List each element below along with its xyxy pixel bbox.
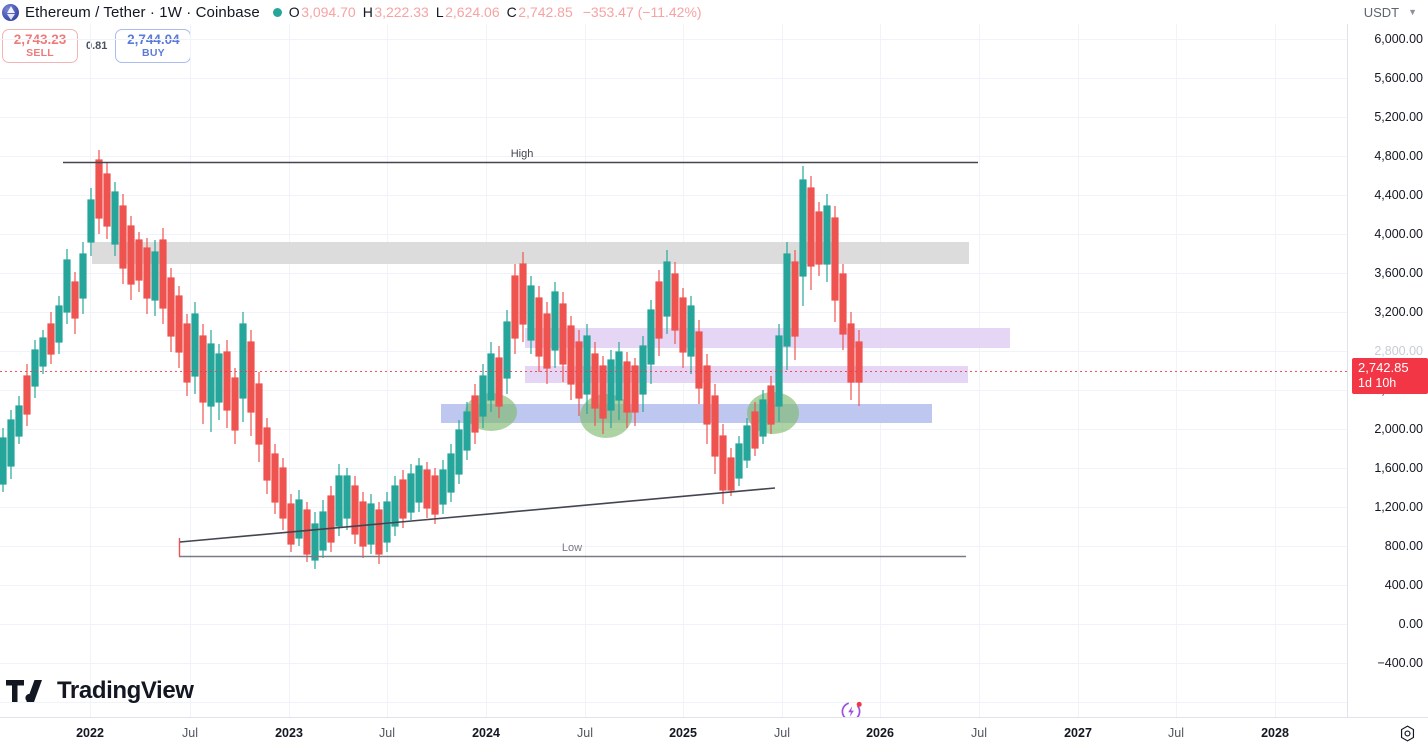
price-tick: 6,000.00 [1374, 32, 1423, 46]
price-axis-divider [1347, 24, 1348, 717]
price-tick: 3,600.00 [1374, 266, 1423, 280]
time-tick: 2027 [1064, 726, 1092, 740]
price-tick: 1,600.00 [1374, 461, 1423, 475]
currency-selector[interactable]: USDT ▼ [1354, 3, 1424, 22]
time-tick: 2024 [472, 726, 500, 740]
current-price-value: 2,742.85 [1358, 360, 1409, 375]
chart-legend: Ethereum / Tether · 1W · Coinbase O 3,09… [0, 0, 702, 24]
bar-countdown: 1d 10h [1358, 375, 1397, 390]
time-tick: 2022 [76, 726, 104, 740]
ohlc-high-key: H [362, 4, 373, 20]
ohlc-open-key: O [288, 4, 300, 20]
ohlc-open-value: 3,094.70 [301, 4, 356, 20]
price-tick: 400.00 [1384, 578, 1423, 592]
price-tick: −400.00 [1377, 656, 1423, 670]
high-level-label: High [510, 148, 534, 160]
symbol-title[interactable]: Ethereum / Tether · 1W · Coinbase [25, 3, 260, 21]
ohlc-low-key: L [435, 4, 444, 20]
blue-demand-zone[interactable] [441, 404, 932, 423]
ohlc-high-value: 3,222.33 [374, 4, 429, 20]
time-tick: Jul [774, 726, 790, 740]
price-tick: 800.00 [1384, 539, 1423, 553]
currency-label: USDT [1363, 5, 1400, 20]
tradingview-logo-mark [6, 680, 42, 702]
price-tick: 2,000.00 [1374, 422, 1423, 436]
tradingview-logo-text: TradingView [57, 677, 194, 704]
sell-label: SELL [26, 46, 54, 59]
price-tick: 5,200.00 [1374, 110, 1423, 124]
price-tick: 2,800.00 [1374, 344, 1423, 358]
time-axis[interactable]: 2022 Jul 2023 Jul 2024 Jul 2025 Jul 2026… [0, 717, 1428, 751]
chart-pane[interactable]: High Low [0, 24, 1348, 717]
spread-value: 0.81 [86, 40, 108, 52]
time-tick: Jul [971, 726, 987, 740]
price-tick: 1,200.00 [1374, 500, 1423, 514]
time-tick: 2023 [275, 726, 303, 740]
price-tick: 3,200.00 [1374, 305, 1423, 319]
low-level-label: Low [561, 542, 583, 554]
time-tick: 2025 [669, 726, 697, 740]
candlestick-plot [0, 24, 1348, 717]
ohlc-values: O 3,094.70 H 3,222.33 L 2,624.06 C 2,742… [289, 4, 702, 20]
price-tick: 0.00 [1398, 617, 1423, 631]
candle-series [0, 150, 863, 569]
market-status-dot [272, 7, 282, 17]
grey-supply-zone[interactable] [92, 242, 969, 264]
price-axis[interactable]: 6,000.00 5,600.00 5,200.00 4,800.00 4,40… [1348, 24, 1428, 717]
buy-label: BUY [142, 46, 165, 59]
time-tick: 2026 [866, 726, 894, 740]
upper-purple-zone[interactable] [525, 328, 1010, 348]
clock-settings-icon[interactable] [1399, 725, 1416, 742]
ethereum-icon [2, 4, 19, 21]
price-tick: 4,800.00 [1374, 149, 1423, 163]
ascending-trendline[interactable] [179, 487, 776, 543]
ohlc-close-value: 2,742.85 [518, 4, 573, 20]
tradingview-watermark: TradingView [6, 677, 194, 705]
ohlc-close-key: C [506, 4, 517, 20]
price-tick: 4,400.00 [1374, 188, 1423, 202]
price-tick: 4,000.00 [1374, 227, 1423, 241]
current-price-badge[interactable]: 2,742.85 1d 10h [1352, 358, 1428, 394]
chevron-down-icon: ▼ [1408, 6, 1417, 17]
price-tick: 5,600.00 [1374, 71, 1423, 85]
time-tick: Jul [577, 726, 593, 740]
time-tick: 2028 [1261, 726, 1289, 740]
time-tick: Jul [1168, 726, 1184, 740]
time-tick: Jul [379, 726, 395, 740]
ohlc-low-value: 2,624.06 [445, 4, 500, 20]
time-tick: Jul [182, 726, 198, 740]
ohlc-change: −353.47 (−11.42%) [582, 4, 702, 20]
